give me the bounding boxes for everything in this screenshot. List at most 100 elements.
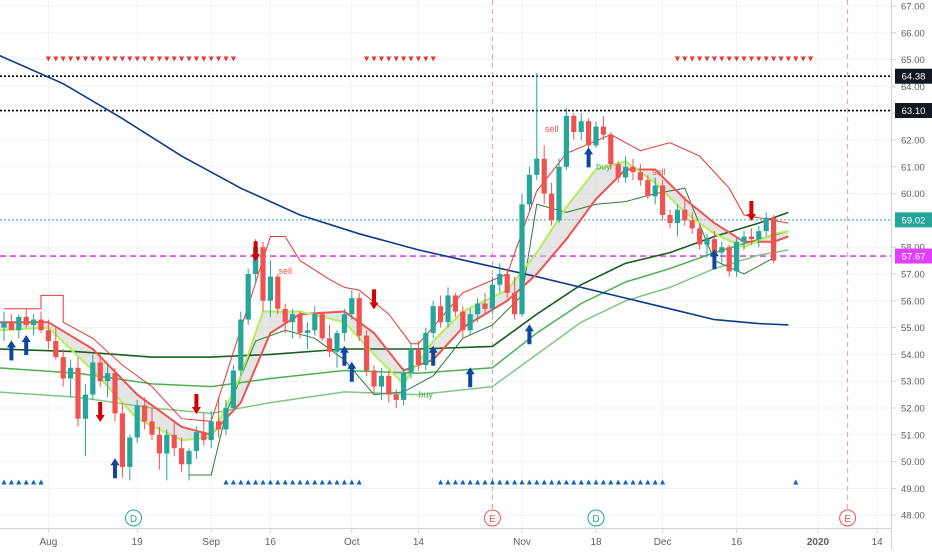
candle[interactable] (238, 311, 244, 376)
candle[interactable] (726, 244, 732, 277)
candle[interactable] (689, 212, 695, 234)
candle[interactable] (164, 429, 170, 481)
candle[interactable] (230, 365, 236, 411)
candle[interactable] (482, 292, 488, 315)
candle[interactable] (90, 354, 96, 400)
candle[interactable] (156, 426, 162, 470)
candle[interactable] (630, 158, 636, 181)
candle[interactable] (438, 295, 444, 328)
candle[interactable] (519, 193, 525, 317)
candle[interactable] (756, 225, 762, 248)
event-badge[interactable] (839, 509, 857, 527)
candle[interactable] (593, 121, 599, 149)
candle[interactable] (53, 327, 59, 360)
candle[interactable] (489, 276, 495, 315)
candle[interactable] (623, 156, 629, 183)
candle[interactable] (290, 308, 296, 339)
candle[interactable] (16, 314, 22, 339)
candle[interactable] (260, 241, 266, 312)
candle[interactable] (179, 437, 185, 473)
candle[interactable] (208, 410, 214, 449)
event-badge[interactable] (587, 509, 605, 527)
candle[interactable] (423, 327, 429, 371)
candle[interactable] (667, 209, 673, 229)
candle[interactable] (408, 343, 414, 379)
candle[interactable] (430, 300, 436, 339)
candle[interactable] (134, 399, 140, 443)
candle[interactable] (8, 314, 14, 331)
candle[interactable] (112, 367, 118, 422)
candle[interactable] (216, 397, 222, 438)
candle[interactable] (763, 212, 769, 237)
candle[interactable] (275, 274, 281, 315)
candle[interactable] (267, 260, 273, 317)
event-badge[interactable] (483, 509, 501, 527)
candle[interactable] (186, 448, 192, 481)
candle[interactable] (245, 268, 251, 325)
candle[interactable] (223, 399, 229, 435)
candle[interactable] (600, 115, 606, 140)
candles[interactable] (1, 73, 777, 481)
candle[interactable] (541, 145, 547, 205)
candle[interactable] (105, 365, 111, 398)
candle[interactable] (193, 426, 199, 459)
candle[interactable] (534, 73, 540, 181)
candle[interactable] (349, 290, 355, 320)
candle[interactable] (497, 263, 503, 293)
candle[interactable] (82, 383, 88, 457)
candle[interactable] (741, 231, 747, 250)
candle[interactable] (312, 306, 318, 336)
candle[interactable] (334, 330, 340, 368)
candle[interactable] (475, 298, 481, 323)
candle[interactable] (608, 131, 614, 170)
candle[interactable] (697, 223, 703, 250)
candle[interactable] (460, 306, 466, 339)
candle[interactable] (119, 402, 125, 478)
candle[interactable] (386, 370, 392, 403)
candle[interactable] (526, 166, 532, 213)
candle[interactable] (38, 311, 44, 333)
candle[interactable] (60, 349, 66, 387)
candle[interactable] (719, 241, 725, 264)
candle[interactable] (452, 292, 458, 317)
candle[interactable] (282, 303, 288, 333)
candle[interactable] (563, 107, 569, 170)
candle[interactable] (586, 118, 592, 151)
candle[interactable] (68, 359, 74, 398)
candle[interactable] (319, 311, 325, 341)
candle[interactable] (304, 322, 310, 350)
candle[interactable] (127, 434, 133, 481)
candle[interactable] (615, 161, 621, 183)
candle[interactable] (415, 341, 421, 371)
candle[interactable] (371, 365, 377, 395)
candle[interactable] (341, 308, 347, 341)
candle[interactable] (45, 319, 51, 350)
candle[interactable] (512, 276, 518, 320)
candle[interactable] (682, 196, 688, 226)
candle[interactable] (364, 330, 370, 376)
candle[interactable] (149, 408, 155, 441)
candle[interactable] (771, 215, 777, 264)
candle[interactable] (297, 311, 303, 339)
candle[interactable] (201, 413, 207, 446)
candle[interactable] (356, 292, 362, 341)
candle[interactable] (748, 228, 754, 245)
candle[interactable] (327, 324, 333, 358)
candle[interactable] (556, 158, 562, 224)
candle[interactable] (171, 421, 177, 457)
candle[interactable] (504, 268, 510, 299)
candle[interactable] (571, 113, 577, 140)
candle[interactable] (549, 182, 555, 226)
candle[interactable] (445, 287, 451, 328)
candle[interactable] (467, 308, 473, 336)
candle[interactable] (674, 204, 680, 237)
time-axis[interactable]: Aug 19 Sep 16 Oct 14 Nov 18 Dec 16 2020 14 (40, 528, 884, 548)
candle[interactable] (393, 389, 399, 408)
candle[interactable] (660, 180, 666, 221)
candle[interactable] (637, 164, 643, 186)
candle[interactable] (578, 113, 584, 140)
candle[interactable] (734, 236, 740, 277)
event-badge[interactable] (125, 509, 142, 527)
